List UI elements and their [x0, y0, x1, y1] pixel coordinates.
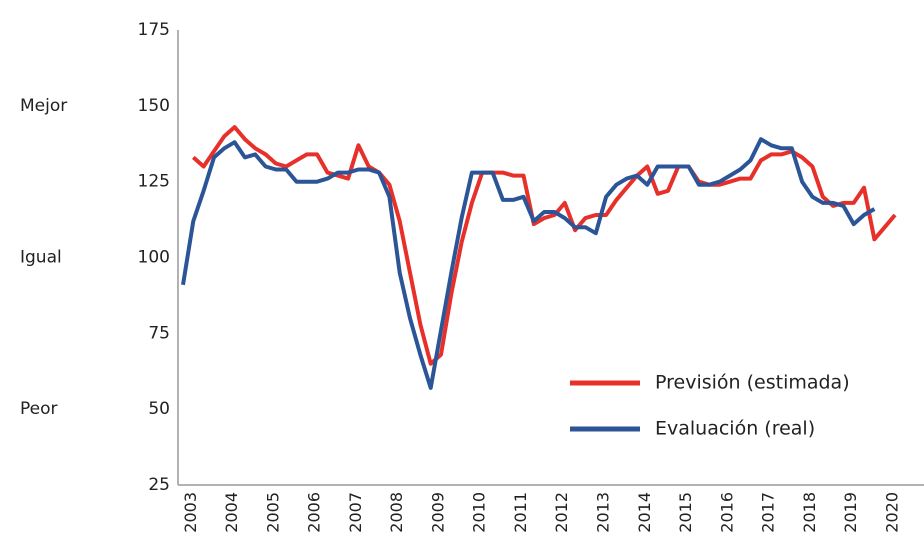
side-label: Peor	[20, 399, 58, 419]
x-tick-label: 2019	[841, 492, 860, 533]
x-tick-label: 2015	[676, 492, 695, 533]
side-label: Igual	[20, 248, 62, 268]
series-line	[191, 125, 897, 366]
x-tick-label: 2012	[552, 492, 571, 533]
x-tick-label: 2003	[181, 492, 200, 533]
legend-label: Evaluación (real)	[655, 418, 815, 440]
side-label: Mejor	[20, 96, 67, 116]
y-tick-label: 125	[138, 172, 170, 192]
x-tick-label: 2016	[717, 492, 736, 533]
x-tick-label: 2008	[387, 492, 406, 533]
y-tick-label: 75	[148, 323, 170, 343]
y-tick-label: 25	[148, 475, 170, 495]
x-tick-label: 2020	[882, 492, 901, 533]
x-tick-label: 2018	[800, 492, 819, 533]
x-tick-label: 2006	[305, 492, 324, 533]
x-tick-label: 2010	[470, 492, 489, 533]
x-tick-label: 2014	[635, 492, 654, 533]
y-tick-label: 50	[148, 399, 170, 419]
legend-label: Previsión (estimada)	[655, 372, 850, 394]
x-tick-label: 2011	[511, 492, 530, 533]
x-tick-label: 2013	[594, 492, 613, 533]
x-tick-label: 2005	[263, 492, 282, 533]
x-tick-label: 2009	[428, 492, 447, 533]
series-line	[181, 137, 876, 390]
x-tick-label: 2004	[222, 492, 241, 533]
y-tick-label: 175	[138, 20, 170, 40]
y-tick-label: 150	[138, 96, 170, 116]
x-tick-label: 2017	[759, 492, 778, 533]
y-tick-label: 100	[138, 248, 170, 268]
x-tick-label: 2007	[346, 492, 365, 533]
